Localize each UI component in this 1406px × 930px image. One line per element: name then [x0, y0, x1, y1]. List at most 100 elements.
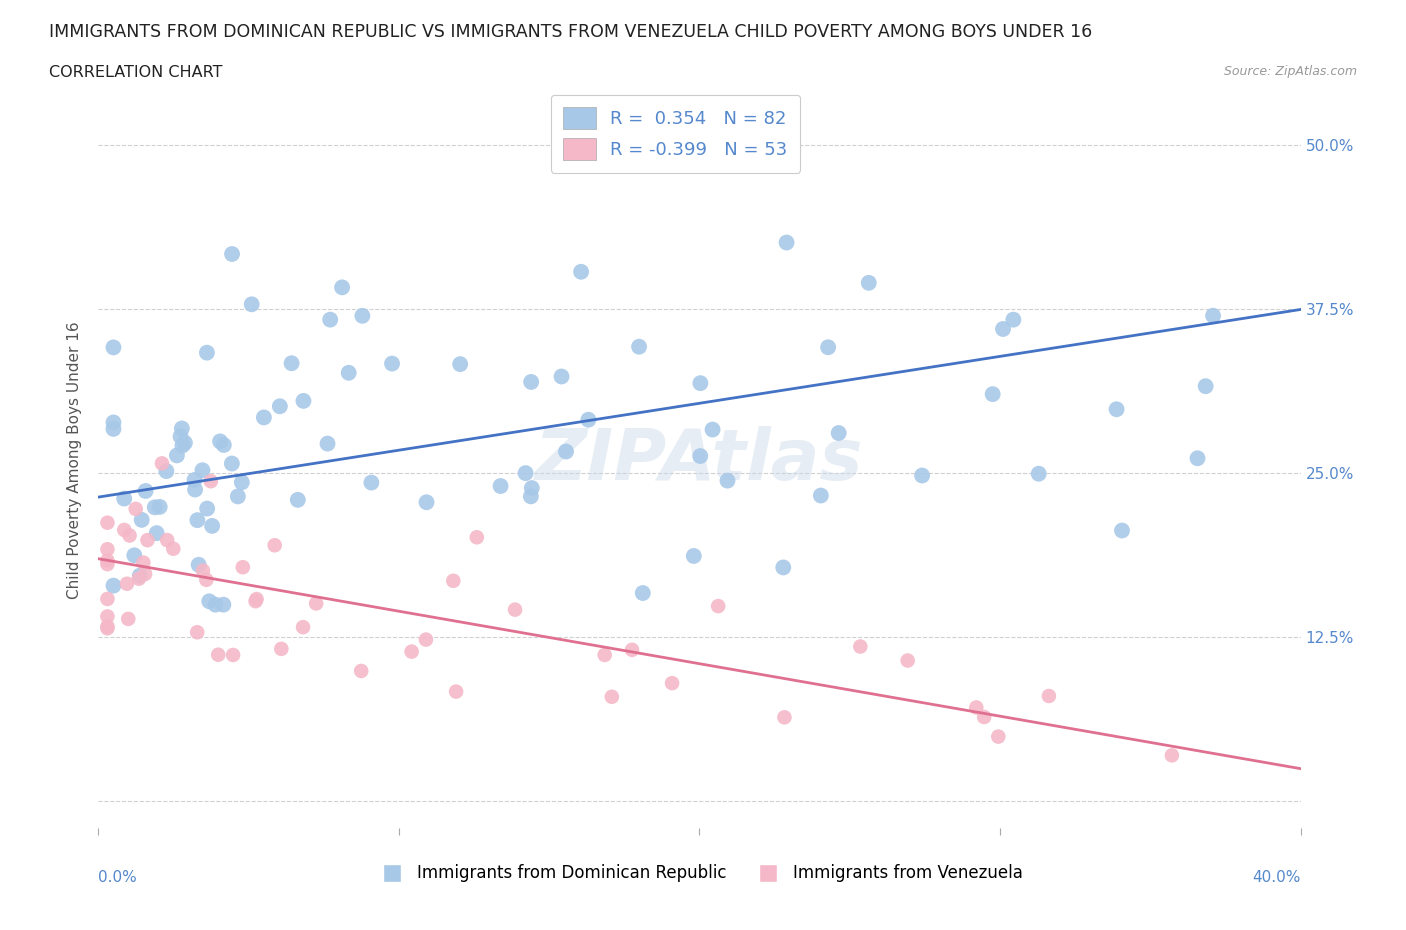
Point [201, 518, 224, 533]
Point [245, 591, 267, 606]
Point [305, 596, 328, 611]
Point [184, 482, 207, 497]
Point [520, 481, 543, 496]
Point [827, 426, 849, 441]
Point [240, 297, 263, 312]
Point [337, 365, 360, 380]
Point [231, 475, 253, 490]
Point [576, 412, 599, 427]
Point [352, 309, 374, 324]
Text: ZIPAtlas: ZIPAtlas [536, 426, 863, 495]
Point [115, 577, 138, 591]
Point [817, 339, 839, 354]
Point [207, 647, 229, 662]
Text: Source: ZipAtlas.com: Source: ZipAtlas.com [1223, 65, 1357, 78]
Point [1105, 402, 1128, 417]
Point [1202, 308, 1225, 323]
Point [415, 495, 437, 510]
Point [195, 345, 218, 360]
Point [96, 542, 118, 557]
Point [96, 553, 118, 568]
Point [981, 387, 1004, 402]
Point [232, 560, 254, 575]
Point [515, 466, 537, 481]
Point [520, 489, 543, 504]
Point [280, 356, 302, 371]
Text: CORRELATION CHART: CORRELATION CHART [49, 65, 222, 80]
Point [689, 376, 711, 391]
Point [172, 438, 194, 453]
Point [441, 574, 464, 589]
Point [1161, 748, 1184, 763]
Point [1187, 451, 1209, 466]
Point [897, 653, 920, 668]
Point [991, 322, 1014, 337]
Point [319, 312, 342, 327]
Point [103, 421, 125, 436]
Point [118, 528, 141, 543]
Point [489, 479, 512, 494]
Point [169, 429, 191, 444]
Point [200, 473, 222, 488]
Point [166, 448, 188, 463]
Point [174, 435, 197, 450]
Point [520, 375, 543, 390]
Point [162, 541, 184, 556]
Point [96, 591, 118, 606]
Point [103, 578, 125, 593]
Point [858, 275, 880, 290]
Point [103, 415, 125, 430]
Point [263, 538, 285, 552]
Y-axis label: Child Poverty Among Boys Under 16: Child Poverty Among Boys Under 16 [67, 322, 83, 599]
Point [555, 445, 578, 459]
Point [444, 684, 467, 699]
Point [191, 463, 214, 478]
Point [465, 530, 488, 545]
Point [245, 593, 267, 608]
Point [269, 399, 291, 414]
Point [125, 501, 148, 516]
Point [292, 619, 315, 634]
Point [965, 700, 987, 715]
Point [204, 597, 226, 612]
Point [134, 566, 156, 581]
Point [682, 549, 704, 564]
Point [156, 533, 179, 548]
Point [911, 468, 934, 483]
Point [772, 560, 794, 575]
Legend: Immigrants from Dominican Republic, Immigrants from Venezuela: Immigrants from Dominican Republic, Immi… [368, 857, 1031, 889]
Point [253, 410, 276, 425]
Point [849, 639, 872, 654]
Point [1028, 466, 1050, 481]
Point [292, 393, 315, 408]
Point [550, 369, 572, 384]
Point [707, 599, 730, 614]
Point [631, 586, 654, 601]
Point [221, 456, 243, 471]
Point [112, 491, 135, 506]
Point [270, 642, 292, 657]
Point [381, 356, 404, 371]
Point [212, 597, 235, 612]
Point [143, 500, 166, 515]
Point [702, 422, 724, 437]
Point [135, 484, 157, 498]
Point [773, 710, 796, 724]
Point [128, 571, 150, 586]
Point [186, 625, 208, 640]
Point [150, 456, 173, 471]
Point [221, 246, 243, 261]
Point [191, 564, 214, 578]
Point [117, 611, 139, 626]
Text: 0.0%: 0.0% [98, 870, 138, 884]
Point [149, 499, 172, 514]
Point [593, 647, 616, 662]
Point [661, 676, 683, 691]
Point [155, 464, 177, 479]
Point [170, 421, 193, 436]
Point [316, 436, 339, 451]
Point [96, 557, 118, 572]
Point [330, 280, 353, 295]
Point [96, 619, 118, 634]
Point [987, 729, 1010, 744]
